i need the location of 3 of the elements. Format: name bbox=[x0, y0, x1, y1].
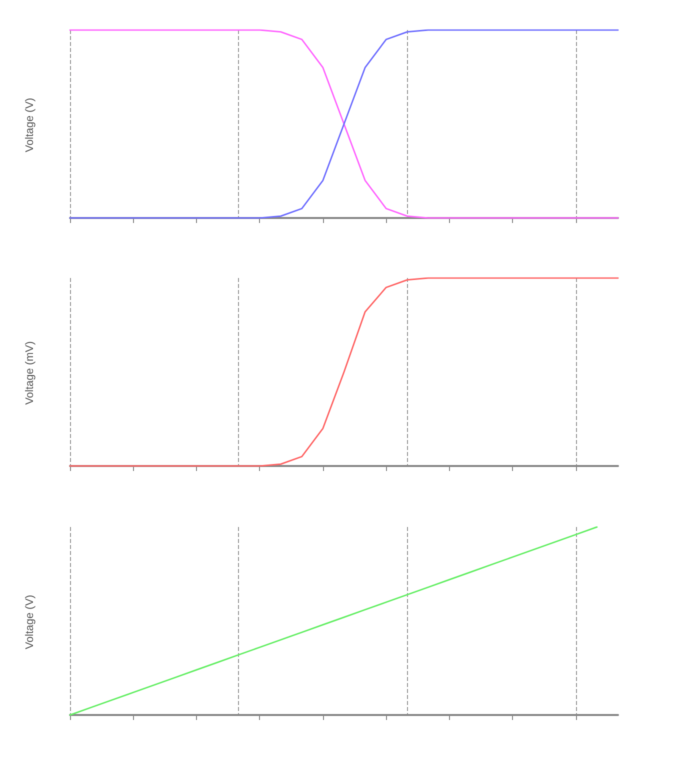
y-axis-title: Voltage (mV) bbox=[24, 342, 36, 406]
y-axis-title: Voltage (V) bbox=[24, 98, 36, 152]
y-axis-title: Voltage (V) bbox=[24, 594, 36, 650]
